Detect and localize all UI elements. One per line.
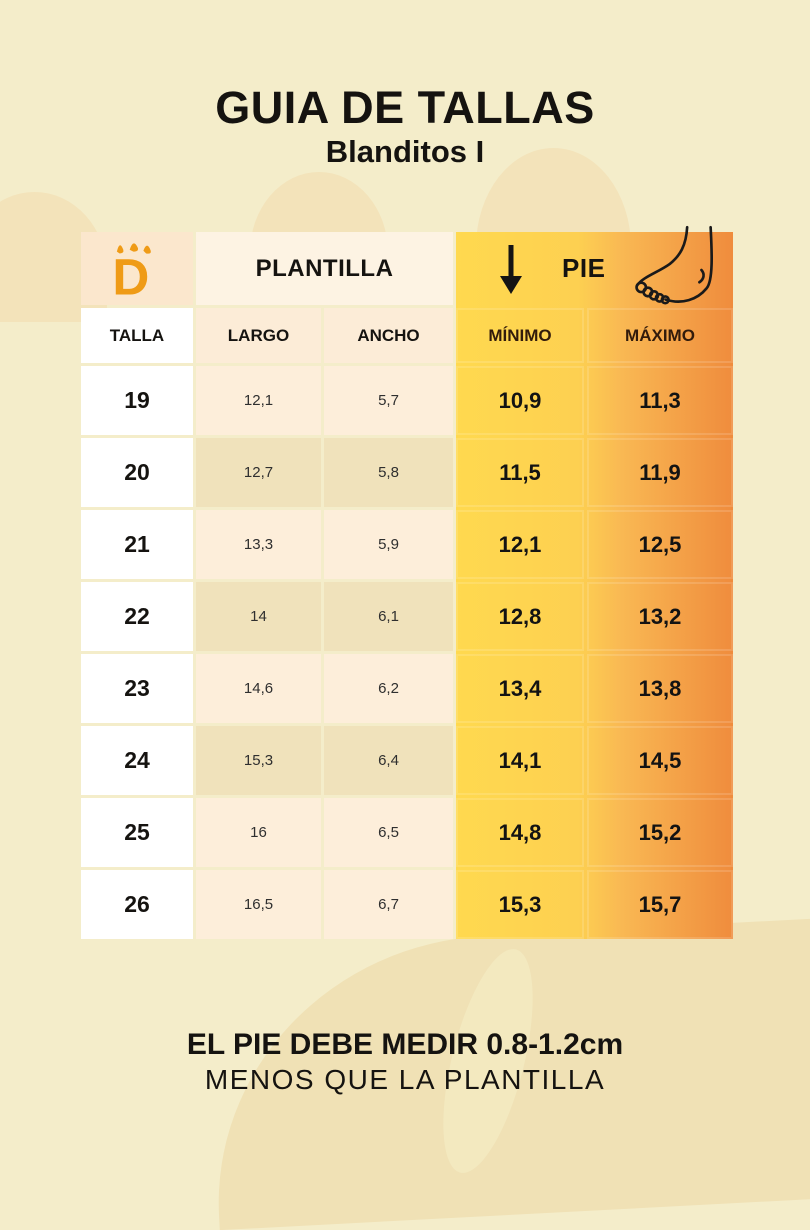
column-header-ancho: ANCHO (324, 308, 453, 363)
insole-width-cell: 6,7 (324, 870, 453, 939)
column-header-maximo: MÁXIMO (587, 308, 733, 363)
size-value-cell: 24 (81, 726, 193, 795)
group-header-pie-label: PIE (562, 253, 606, 283)
foot-min-cell: 14,8 (456, 798, 584, 867)
size-value-cell: 21 (81, 510, 193, 579)
foot-max-cell: 11,9 (587, 438, 733, 507)
foot-min-cell: 11,5 (456, 438, 584, 507)
group-header-plantilla: PLANTILLA (196, 232, 453, 305)
column-header-minimo: MÍNIMO (456, 308, 584, 363)
footer-note: EL PIE DEBE MEDIR 0.8-1.2cm MENOS QUE LA… (0, 1028, 810, 1096)
page-title: GUIA DE TALLAS (215, 82, 595, 133)
insole-length-cell: 13,3 (196, 510, 321, 579)
foot-max-cell: 13,8 (587, 654, 733, 723)
foot-max-cell: 11,3 (587, 366, 733, 435)
foot-max-cell: 13,2 (587, 582, 733, 651)
insole-width-cell: 5,8 (324, 438, 453, 507)
insole-length-cell: 12,7 (196, 438, 321, 507)
size-value-cell: 23 (81, 654, 193, 723)
dino-d-logo-icon: D (112, 242, 151, 302)
foot-min-cell: 15,3 (456, 870, 584, 939)
foot-min-cell: 12,8 (456, 582, 584, 651)
insole-width-cell: 6,5 (324, 798, 453, 867)
foot-outline-icon (628, 223, 730, 313)
down-arrow-icon (500, 244, 522, 294)
column-header-talla: TALLA (81, 308, 193, 363)
insole-width-cell: 6,1 (324, 582, 453, 651)
size-value-cell: 19 (81, 366, 193, 435)
insole-length-cell: 14,6 (196, 654, 321, 723)
insole-length-cell: 16,5 (196, 870, 321, 939)
brand-logo-cell: D (81, 232, 193, 305)
page-header: GUIA DE TALLAS Blanditos I (0, 84, 810, 170)
foot-max-cell: 15,7 (587, 870, 733, 939)
size-value-cell: 20 (81, 438, 193, 507)
insole-length-cell: 14 (196, 582, 321, 651)
insole-length-cell: 15,3 (196, 726, 321, 795)
pie-gradient-panel (456, 232, 733, 939)
foot-max-cell: 14,5 (587, 726, 733, 795)
insole-width-cell: 6,2 (324, 654, 453, 723)
insole-length-cell: 16 (196, 798, 321, 867)
svg-text:D: D (112, 248, 149, 301)
foot-max-cell: 12,5 (587, 510, 733, 579)
column-header-largo: LARGO (196, 308, 321, 363)
footer-note-line1: EL PIE DEBE MEDIR 0.8-1.2cm (186, 1028, 624, 1061)
footer-note-line2: MENOS QUE LA PLANTILLA (204, 1064, 606, 1095)
size-value-cell: 26 (81, 870, 193, 939)
size-table: D PLANTILLA PIE TALLA LARGO ANCHO MÍNIMO… (81, 225, 733, 939)
foot-min-cell: 12,1 (456, 510, 584, 579)
size-value-cell: 25 (81, 798, 193, 867)
size-value-cell: 22 (81, 582, 193, 651)
foot-min-cell: 13,4 (456, 654, 584, 723)
insole-width-cell: 6,4 (324, 726, 453, 795)
foot-min-cell: 10,9 (456, 366, 584, 435)
insole-width-cell: 5,9 (324, 510, 453, 579)
foot-min-cell: 14,1 (456, 726, 584, 795)
group-header-pie: PIE (456, 225, 733, 305)
foot-max-cell: 15,2 (587, 798, 733, 867)
page-subtitle: Blanditos I (325, 134, 485, 170)
insole-length-cell: 12,1 (196, 366, 321, 435)
insole-width-cell: 5,7 (324, 366, 453, 435)
